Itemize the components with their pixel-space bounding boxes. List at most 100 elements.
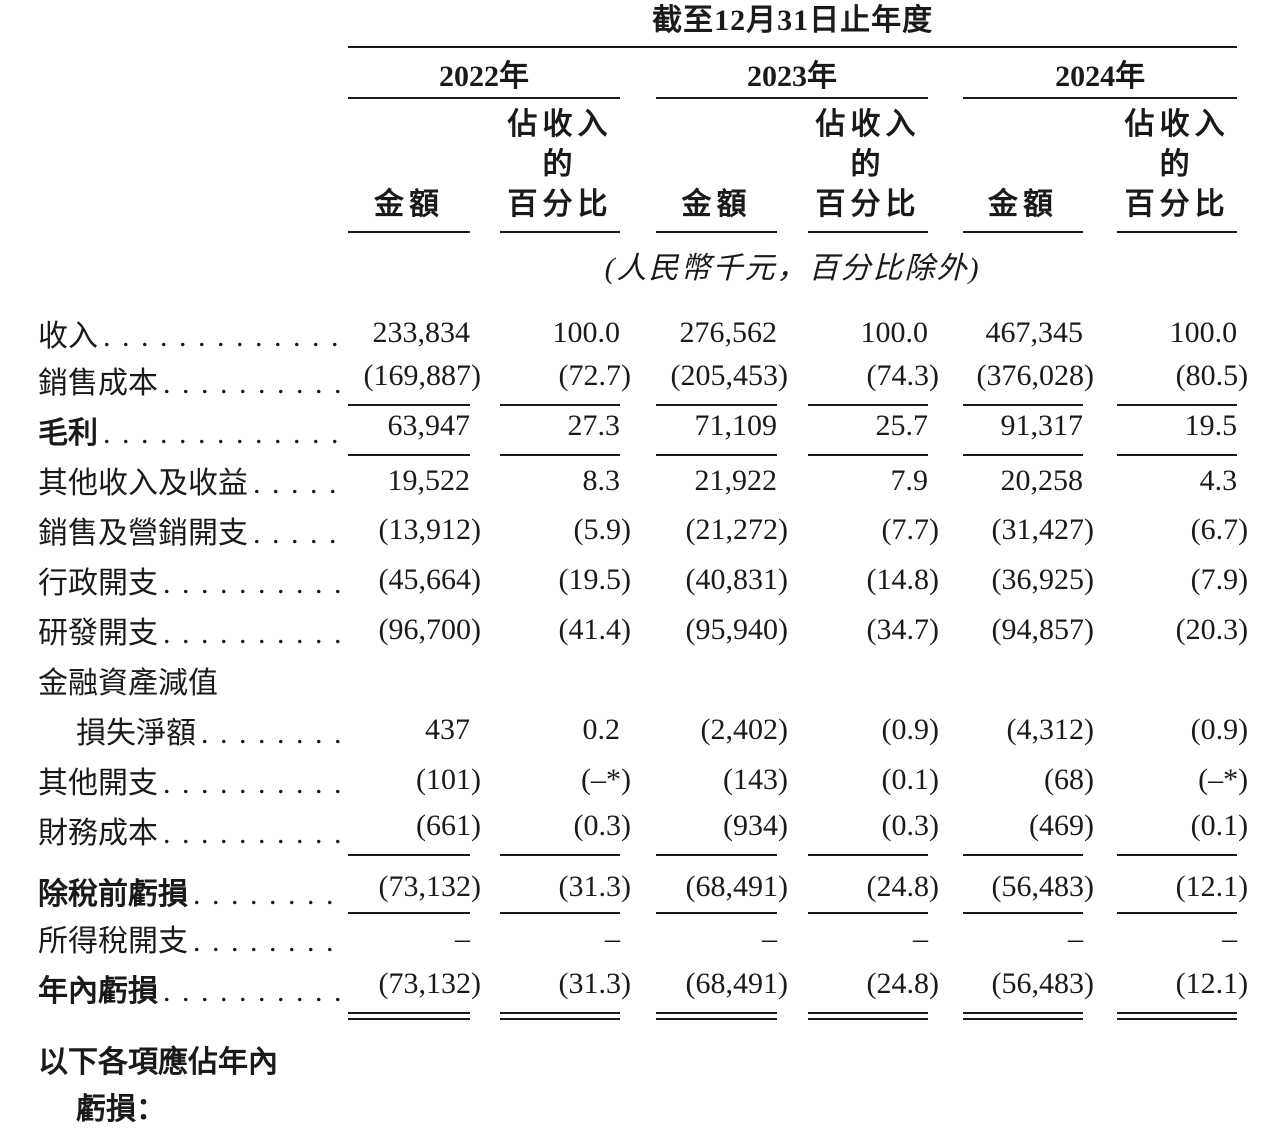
dot-leader [201, 717, 340, 751]
amount-cell-2023: 21,922 [694, 463, 778, 497]
pct-cell-2023: – [913, 921, 928, 955]
row-label-cell: 銷售及營銷開支 [38, 505, 348, 555]
table-row: 銷售及營銷開支 (13,912) (5.9) (21,272) (7.7) (3… [38, 505, 1248, 555]
dot-leader [103, 417, 340, 451]
row-label-cell: 行政開支 [38, 555, 348, 605]
amount-cell-2023: – [762, 921, 777, 955]
row-label: 虧損： [76, 1093, 166, 1126]
table-row: 其他收入及收益 19,522 8.3 21,922 7.9 20,258 4.3 [38, 455, 1237, 505]
pct-cell-2022: 100.0 [552, 316, 621, 349]
amount-cell-2022: 19,522 [387, 463, 471, 497]
table-row: 行政開支 (45,664) (19.5) (40,831) (14.8) (36… [38, 555, 1248, 605]
amount-cell-2024: (94,857) [991, 613, 1094, 646]
pct-cell-2023: 25.7 [808, 405, 928, 456]
amount-cell-2024: (469) [963, 805, 1094, 856]
col-header-pct-2022: 佔收入的 百分比 [500, 98, 620, 233]
amount-cell-2022: (13,912) [378, 513, 481, 546]
pct-cell-2022: (19.5) [558, 563, 631, 596]
table-row: 研發開支 (96,700) (41.4) (95,940) (34.7) (94… [38, 605, 1249, 655]
table-row: 銷售成本 (169,887) (72.7) (205,453) (74.3) (… [38, 355, 1248, 406]
amount-cell-2022: (73,132) [348, 963, 481, 1020]
amount-cell-2022: (96,700) [378, 613, 481, 646]
table-row: 虧損： [38, 1081, 1237, 1131]
pct-cell-2022: (41.4) [558, 613, 631, 646]
pct-cell-2022: (31.3) [500, 963, 631, 1020]
dot-leader [193, 878, 340, 912]
dot-leader [163, 367, 340, 401]
row-label: 損失淨額 [76, 717, 196, 750]
row-label-cell: 財務成本 [38, 805, 348, 855]
pct-cell-2022: (–*) [581, 763, 631, 796]
pct-cell-2022: 8.3 [582, 463, 621, 497]
row-label: 金融資產減值 [38, 667, 218, 700]
amount-cell-2024: 467,345 [985, 316, 1084, 349]
pct-cell-2024: 100.0 [1169, 316, 1238, 349]
row-label: 除稅前虧損 [38, 878, 188, 911]
pct-cell-2024: (20.3) [1175, 613, 1249, 646]
pct-cell-2023 [808, 655, 928, 705]
amount-cell-2022: – [455, 921, 470, 955]
amount-cell-2023: 71,109 [656, 405, 777, 456]
amount-cell-2024 [963, 1013, 1083, 1081]
amount-cell-2024: 91,317 [963, 405, 1083, 456]
pct-cell-2022: (5.9) [573, 513, 631, 546]
row-label: 以下各項應佔年內 [38, 1046, 278, 1079]
dot-leader [163, 567, 340, 601]
amount-cell-2023 [656, 1013, 777, 1081]
pct-cell-2023: (7.7) [881, 513, 939, 546]
pct-cell-2023 [808, 1013, 928, 1081]
row-label: 年內虧損 [38, 975, 158, 1008]
amount-cell-2022: (169,887) [348, 355, 481, 406]
amount-cell-2022: (101) [416, 763, 481, 796]
row-label: 行政開支 [38, 567, 158, 600]
col-header-amount-2022: 金額 [348, 98, 470, 233]
pct-cell-2023: (24.8) [808, 963, 939, 1020]
pct-cell-2024: (0.9) [1190, 713, 1249, 746]
col-header-amount-2023: 金額 [656, 98, 777, 233]
amount-cell-2024: (56,483) [963, 855, 1094, 914]
amount-cell-2022 [348, 1013, 470, 1081]
amount-cell-2022: 437 [425, 713, 470, 746]
pct-cell-2022 [500, 655, 620, 705]
dot-leader [163, 617, 340, 651]
pct-cell-2024: (80.5) [1117, 355, 1248, 406]
subheader-row: 金額 佔收入的 百分比 金額 佔收入的 百分比 金額 佔收入的 百分比 [38, 98, 1238, 233]
amount-cell-2023: (21,272) [685, 513, 788, 546]
pct-cell-2024: 4.3 [1199, 463, 1238, 497]
row-label: 其他收入及收益 [38, 467, 248, 500]
pct-cell-2023: 100.0 [860, 316, 929, 349]
amount-cell-2023: (2,402) [700, 713, 788, 746]
amount-cell-2022 [348, 655, 470, 705]
pct-cell-2023: (24.8) [808, 855, 939, 914]
pct-cell-2024 [1117, 1013, 1237, 1081]
amount-cell-2024 [963, 655, 1083, 705]
row-label-cell: 銷售成本 [38, 355, 348, 405]
row-label-cell: 年內虧損 [38, 963, 348, 1013]
row-label: 收入 [38, 320, 98, 353]
pct-cell-2024 [1117, 1081, 1237, 1131]
pct-cell-2022: (0.3) [500, 805, 631, 856]
amount-cell-2024: (56,483) [963, 963, 1094, 1020]
pct-cell-2022 [500, 1013, 620, 1081]
pct-cell-2024: (12.1) [1117, 855, 1248, 914]
table-row: 以下各項應佔年內 [38, 1013, 1237, 1081]
row-label: 研發開支 [38, 617, 158, 650]
year-header-2022: 2022年 [348, 47, 620, 99]
dot-leader [163, 767, 340, 801]
pct-cell-2023: (74.3) [808, 355, 939, 406]
pct-cell-2022: – [605, 921, 620, 955]
amount-cell-2023: (40,831) [685, 563, 788, 596]
amount-cell-2023: (934) [656, 805, 788, 856]
pct-cell-2023: (14.8) [866, 563, 939, 596]
amount-cell-2023: 276,562 [679, 316, 778, 349]
col-header-pct-2024: 佔收入的 百分比 [1117, 98, 1238, 233]
row-label-cell: 虧損： [38, 1081, 348, 1131]
amount-cell-2024 [963, 1081, 1083, 1131]
col-header-pct-2023: 佔收入的 百分比 [808, 98, 928, 233]
amount-cell-2022: 233,834 [372, 316, 471, 349]
row-label: 所得稅開支 [38, 925, 188, 958]
row-label-cell: 其他開支 [38, 755, 348, 805]
pct-cell-2023: 7.9 [890, 463, 929, 497]
table-row: 其他開支 (101) (–*) (143) (0.1) (68) (–*) [38, 755, 1248, 805]
